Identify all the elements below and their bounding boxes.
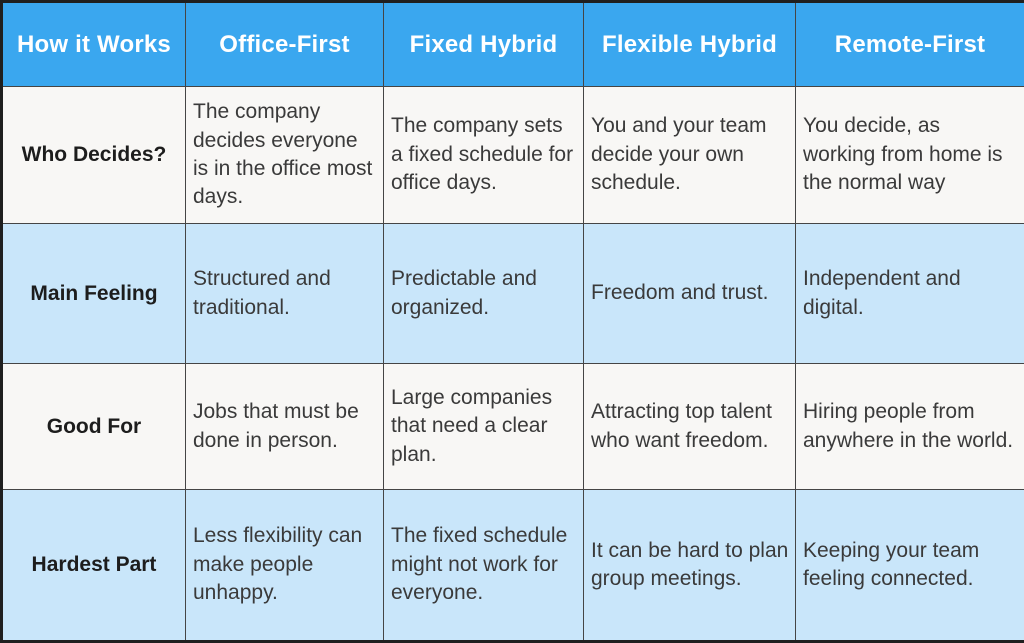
cell-who-decides-fixed-hybrid: The company sets a fixed schedule for of… xyxy=(384,87,584,224)
header-cell-remote-first: Remote-First xyxy=(796,2,1024,87)
table-row-good-for: Good For Jobs that must be done in perso… xyxy=(2,364,1024,490)
cell-who-decides-remote-first: You decide, as working from home is the … xyxy=(796,87,1024,224)
cell-good-for-remote-first: Hiring people from anywhere in the world… xyxy=(796,364,1024,490)
cell-who-decides-flexible-hybrid: You and your team decide your own schedu… xyxy=(584,87,796,224)
header-cell-fixed-hybrid: Fixed Hybrid xyxy=(384,2,584,87)
cell-good-for-fixed-hybrid: Large companies that need a clear plan. xyxy=(384,364,584,490)
cell-main-feeling-flexible-hybrid: Freedom and trust. xyxy=(584,224,796,364)
header-cell-flexible-hybrid: Flexible Hybrid xyxy=(584,2,796,87)
cell-hardest-part-remote-first: Keeping your team feeling connected. xyxy=(796,490,1024,642)
cell-good-for-office-first: Jobs that must be done in person. xyxy=(186,364,384,490)
table-row-who-decides: Who Decides? The company decides everyon… xyxy=(2,87,1024,224)
cell-hardest-part-fixed-hybrid: The fixed schedule might not work for ev… xyxy=(384,490,584,642)
header-cell-how-it-works: How it Works xyxy=(2,2,186,87)
cell-who-decides-office-first: The company decides everyone is in the o… xyxy=(186,87,384,224)
cell-good-for-flexible-hybrid: Attracting top talent who want freedom. xyxy=(584,364,796,490)
row-label-good-for: Good For xyxy=(2,364,186,490)
row-label-hardest-part: Hardest Part xyxy=(2,490,186,642)
cell-main-feeling-remote-first: Independent and digital. xyxy=(796,224,1024,364)
cell-hardest-part-office-first: Less flexibility can make people unhappy… xyxy=(186,490,384,642)
cell-hardest-part-flexible-hybrid: It can be hard to plan group meetings. xyxy=(584,490,796,642)
cell-main-feeling-fixed-hybrid: Predictable and organized. xyxy=(384,224,584,364)
table-row-main-feeling: Main Feeling Structured and traditional.… xyxy=(2,224,1024,364)
row-label-who-decides: Who Decides? xyxy=(2,87,186,224)
header-cell-office-first: Office-First xyxy=(186,2,384,87)
row-label-main-feeling: Main Feeling xyxy=(2,224,186,364)
cell-main-feeling-office-first: Structured and traditional. xyxy=(186,224,384,364)
table-row-hardest-part: Hardest Part Less flexibility can make p… xyxy=(2,490,1024,642)
header-row: How it Works Office-First Fixed Hybrid F… xyxy=(2,2,1024,87)
